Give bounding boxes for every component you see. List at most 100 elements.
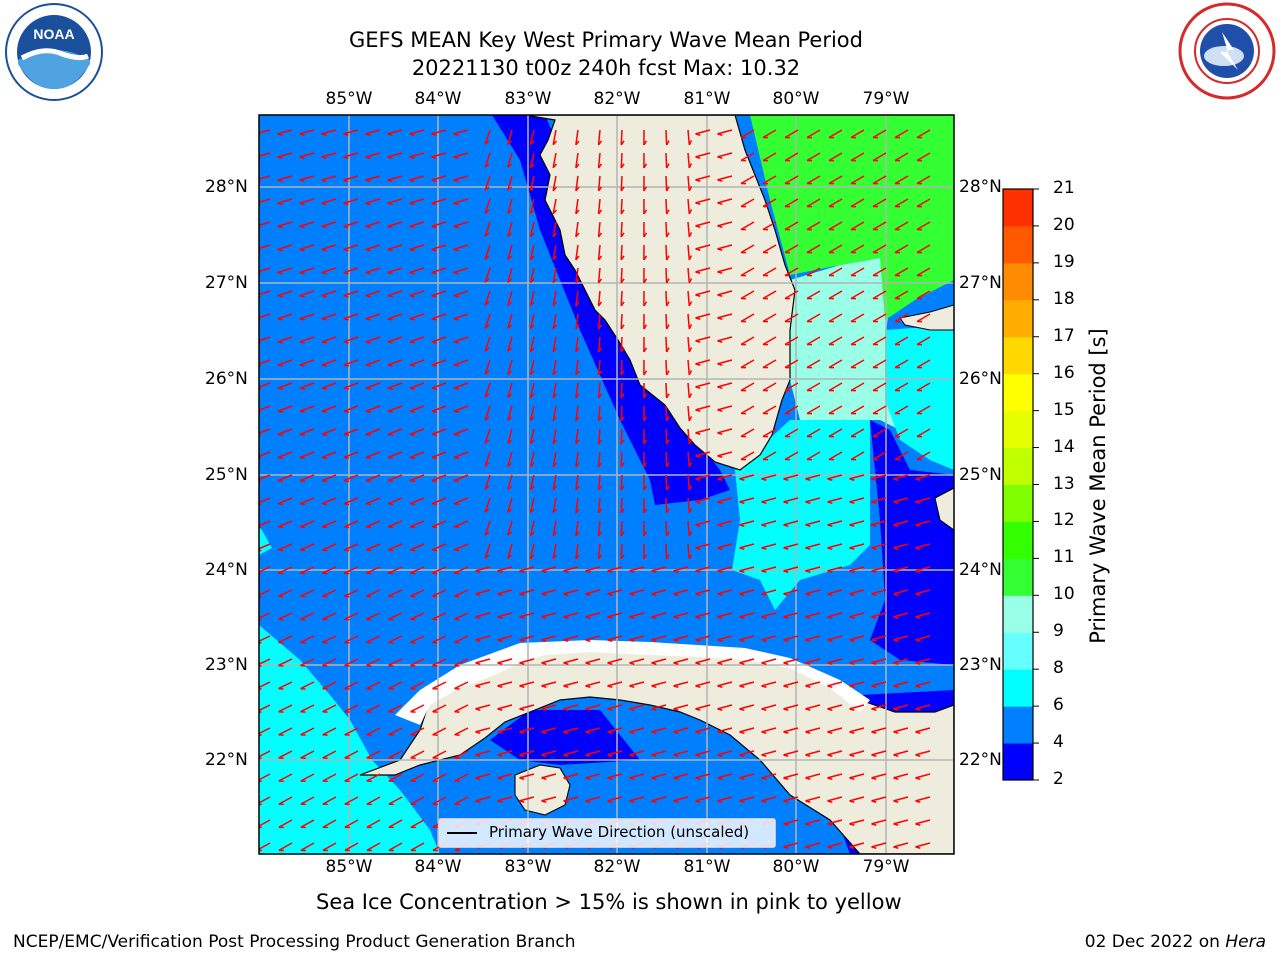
wave-arrow-head [259,434,262,436]
wave-arrow [278,842,293,851]
wave-arrow [484,175,491,191]
wave-arrow-head [497,800,503,803]
wave-arrow-head [585,616,591,619]
wave-arrow-head [409,156,415,160]
wave-arrow [321,428,337,436]
wave-arrow [365,451,381,459]
wave-arrow [695,267,711,273]
wave-arrow [629,589,645,595]
wave-arrow-head [827,616,833,619]
wave-arrow-head [871,547,877,550]
wave-arrow [453,428,469,436]
wave-arrow-head [507,255,513,260]
wave-arrow [343,221,359,228]
wave-arrow-head [761,708,767,711]
wave-arrow-head [529,301,535,307]
wave-arrow [620,175,623,192]
wave-arrow [432,635,447,644]
wave-arrow [695,198,711,204]
wave-arrow [552,520,557,536]
wave-arrow-head [893,547,899,550]
wave-arrow-head [665,324,670,330]
colorbar-tick-label: 19 [1053,251,1075,272]
wave-arrow [620,129,623,146]
wave-arrow-head [849,593,855,596]
wave-arrow-head [410,641,416,644]
wave-arrow-head [552,278,558,284]
wave-arrow [453,543,469,551]
colorbar-band [1003,299,1033,338]
wave-arrow [453,451,469,459]
wave-arrow [585,589,601,595]
wave-arrow [687,497,691,514]
wave-arrow-head [475,570,481,573]
wave-arrow-head [453,433,460,436]
wave-arrow [277,405,293,412]
wave-arrow-head [695,731,701,734]
wave-arrow [387,221,403,228]
wave-arrow [365,382,381,389]
wave-arrow-head [529,370,535,376]
wave-arrow [344,704,359,713]
wave-arrow-head [607,777,613,780]
wave-arrow [894,129,909,139]
wave-arrow-head [431,433,438,436]
wave-arrow-head [620,186,625,192]
wave-arrow-head [651,708,657,711]
wave-arrow [453,152,469,158]
wave-arrow [299,221,315,228]
wave-arrow-head [575,462,580,468]
wave-arrow [673,658,689,664]
wave-arrow [783,543,799,549]
wave-arrow [761,773,777,779]
wave-arrow-head [409,341,415,344]
wave-arrow [849,842,865,848]
wave-arrow-head [717,478,723,481]
wave-arrow-head [827,731,833,734]
wave-arrow-head [651,754,657,757]
wave-arrow-head [805,731,811,734]
wave-arrow [739,727,755,733]
wave-arrow-head [552,554,558,560]
wave-arrow-head [575,554,580,560]
wave-arrow [915,681,931,687]
wave-arrow-head [643,416,648,422]
wave-arrow [894,405,909,415]
wave-arrow-head [552,416,558,422]
wave-arrow-head [563,593,569,596]
wave-arrow-head [643,485,648,491]
lat-label-right: 27°N [959,273,1002,293]
wave-arrow [387,474,403,482]
wave-arrow [894,290,909,300]
wave-arrow-head [651,570,657,573]
wave-arrow [563,704,579,710]
wave-arrow-head [507,232,513,237]
wave-arrow-head [552,255,558,261]
wave-arrow [827,589,843,595]
wave-arrow-head [915,501,921,504]
wave-arrow-head [607,731,613,734]
wave-arrow-head [497,639,503,642]
wave-arrow-head [432,572,438,575]
wave-arrow [259,497,271,504]
colorbar-tick-label: 20 [1053,214,1075,235]
wave-arrow-head [585,570,591,573]
wave-arrow [259,451,271,458]
wave-arrow-head [365,294,371,298]
wave-arrow-head [344,595,350,598]
wave-arrow [366,704,381,713]
wave-arrow-head [739,501,745,504]
wave-arrow [784,382,799,392]
wave-arrow [453,198,469,204]
wave-arrow [620,198,623,215]
wave-arrow [552,244,557,260]
wave-arrow [665,267,668,284]
wave-arrow-head [717,800,723,803]
wave-arrow-head [620,278,625,284]
wave-arrow-head [529,393,535,399]
wave-arrow-head [529,531,535,537]
wave-arrow-head [688,301,693,307]
colorbar-band [1003,595,1033,633]
wave-arrow [365,359,381,366]
wave-arrow-head [665,209,670,215]
